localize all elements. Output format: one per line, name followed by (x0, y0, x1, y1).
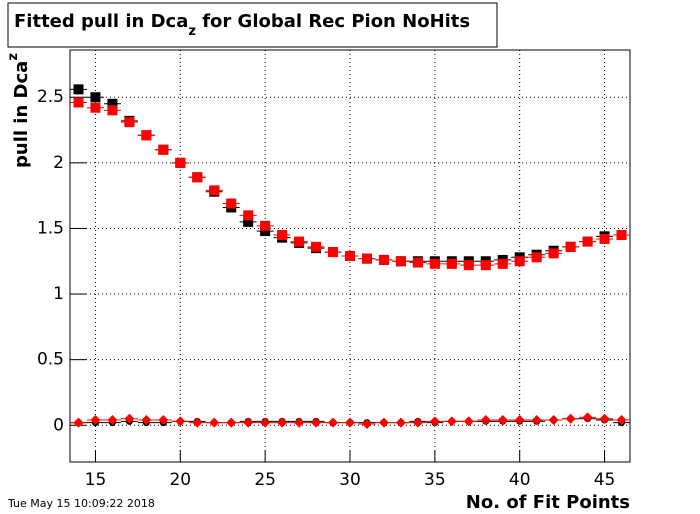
point (209, 185, 220, 196)
point (175, 157, 186, 168)
point (311, 241, 322, 252)
point (429, 416, 440, 427)
x-tick-label: 20 (169, 470, 191, 490)
point (378, 417, 389, 428)
point (226, 417, 237, 428)
point (480, 260, 491, 271)
point (582, 236, 593, 247)
point (395, 417, 406, 428)
y-label-main: pull in Dca (11, 61, 32, 168)
x-tick-label: 45 (594, 470, 616, 490)
point (260, 417, 271, 428)
point (328, 247, 339, 258)
y-tick-label: 2 (53, 153, 64, 173)
point (90, 92, 101, 103)
point (514, 256, 525, 267)
x-axis-label: No. of Fit Points (466, 492, 630, 513)
point (141, 415, 152, 426)
point (446, 258, 457, 269)
point (616, 415, 627, 426)
point (90, 102, 101, 113)
point (294, 417, 305, 428)
point (616, 230, 627, 241)
point (175, 416, 186, 427)
point (378, 254, 389, 265)
point (497, 258, 508, 269)
point (361, 418, 372, 429)
point (124, 117, 135, 128)
point (158, 415, 169, 426)
point (73, 417, 84, 428)
y-label-sub: z (6, 53, 21, 61)
y-tick-label: 0.5 (37, 350, 64, 370)
timestamp: Tue May 15 10:09:22 2018 (7, 497, 155, 510)
point (311, 417, 322, 428)
point (243, 210, 254, 221)
point (73, 84, 84, 95)
y-tick-label: 2.5 (37, 87, 64, 107)
point (531, 415, 542, 426)
point (531, 252, 542, 263)
title-subscript: z (188, 24, 196, 39)
point (395, 256, 406, 267)
y-tick-label: 0 (53, 415, 64, 435)
point (73, 97, 84, 108)
point (480, 415, 491, 426)
x-tick-label: 25 (254, 470, 276, 490)
point (565, 413, 576, 424)
y-tick-label: 1.5 (37, 218, 64, 238)
y-axis-label: pull in Dcaz (6, 53, 33, 168)
point (345, 251, 355, 261)
point (107, 415, 118, 426)
point (124, 413, 135, 424)
point (277, 230, 288, 241)
title-main: Fitted pull in Dca (14, 11, 188, 32)
point (548, 415, 559, 426)
point (260, 220, 271, 231)
point (328, 417, 339, 428)
point (599, 413, 610, 424)
point (582, 412, 593, 423)
x-tick-label: 40 (509, 470, 531, 490)
title-box (7, 2, 498, 48)
point (548, 248, 559, 259)
point (90, 415, 101, 426)
point (141, 130, 152, 141)
point (192, 172, 203, 183)
point (345, 417, 355, 428)
point (463, 416, 474, 427)
x-tick-label: 30 (339, 470, 361, 490)
point (243, 417, 254, 428)
point (497, 415, 508, 426)
point (599, 233, 610, 244)
point (192, 417, 203, 428)
point (209, 417, 220, 428)
point (107, 105, 118, 116)
point (565, 241, 576, 252)
point (277, 417, 288, 428)
point (260, 226, 271, 237)
point (412, 257, 423, 268)
y-tick-label: 1 (53, 284, 64, 304)
title-rest: for Global Rec Pion NoHits (196, 11, 470, 32)
point (107, 98, 118, 109)
point (158, 144, 169, 155)
point (463, 260, 474, 271)
x-tick-label: 15 (85, 470, 107, 490)
point (514, 415, 525, 426)
chart-title: Fitted pull in Dcaz for Global Rec Pion … (14, 11, 470, 39)
x-tick-label: 35 (424, 470, 446, 490)
point (412, 417, 423, 428)
point (361, 253, 372, 264)
point (446, 416, 457, 427)
point (294, 236, 305, 247)
point (226, 198, 237, 209)
point (429, 258, 440, 269)
point (243, 216, 254, 227)
